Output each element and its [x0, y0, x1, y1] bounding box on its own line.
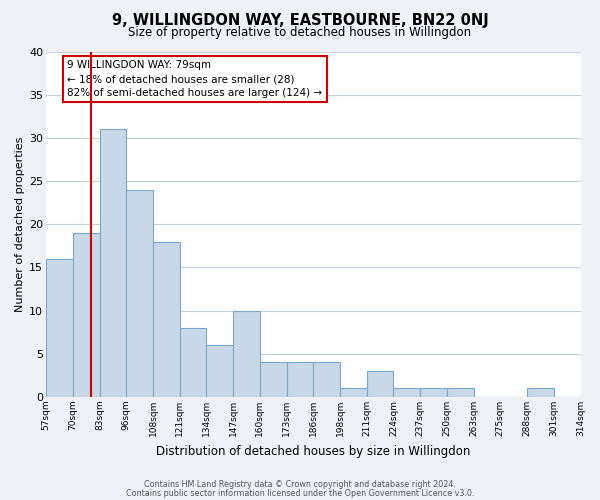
Bar: [233, 310, 260, 397]
Text: Size of property relative to detached houses in Willingdon: Size of property relative to detached ho…: [128, 26, 472, 39]
Text: Contains HM Land Registry data © Crown copyright and database right 2024.: Contains HM Land Registry data © Crown c…: [144, 480, 456, 489]
Bar: [420, 388, 447, 397]
Bar: [100, 129, 126, 397]
Bar: [527, 388, 554, 397]
Bar: [394, 388, 420, 397]
Y-axis label: Number of detached properties: Number of detached properties: [15, 136, 25, 312]
Bar: [287, 362, 313, 397]
X-axis label: Distribution of detached houses by size in Willingdon: Distribution of detached houses by size …: [156, 444, 470, 458]
Bar: [73, 233, 100, 397]
Bar: [206, 345, 233, 397]
Bar: [126, 190, 153, 397]
Text: 9 WILLINGDON WAY: 79sqm
← 18% of detached houses are smaller (28)
82% of semi-de: 9 WILLINGDON WAY: 79sqm ← 18% of detache…: [67, 60, 323, 98]
Bar: [46, 259, 73, 397]
Text: 9, WILLINGDON WAY, EASTBOURNE, BN22 0NJ: 9, WILLINGDON WAY, EASTBOURNE, BN22 0NJ: [112, 12, 488, 28]
Bar: [367, 371, 394, 397]
Bar: [581, 388, 600, 397]
Bar: [313, 362, 340, 397]
Bar: [340, 388, 367, 397]
Bar: [179, 328, 206, 397]
Text: Contains public sector information licensed under the Open Government Licence v3: Contains public sector information licen…: [126, 489, 474, 498]
Bar: [447, 388, 473, 397]
Bar: [260, 362, 287, 397]
Bar: [153, 242, 179, 397]
